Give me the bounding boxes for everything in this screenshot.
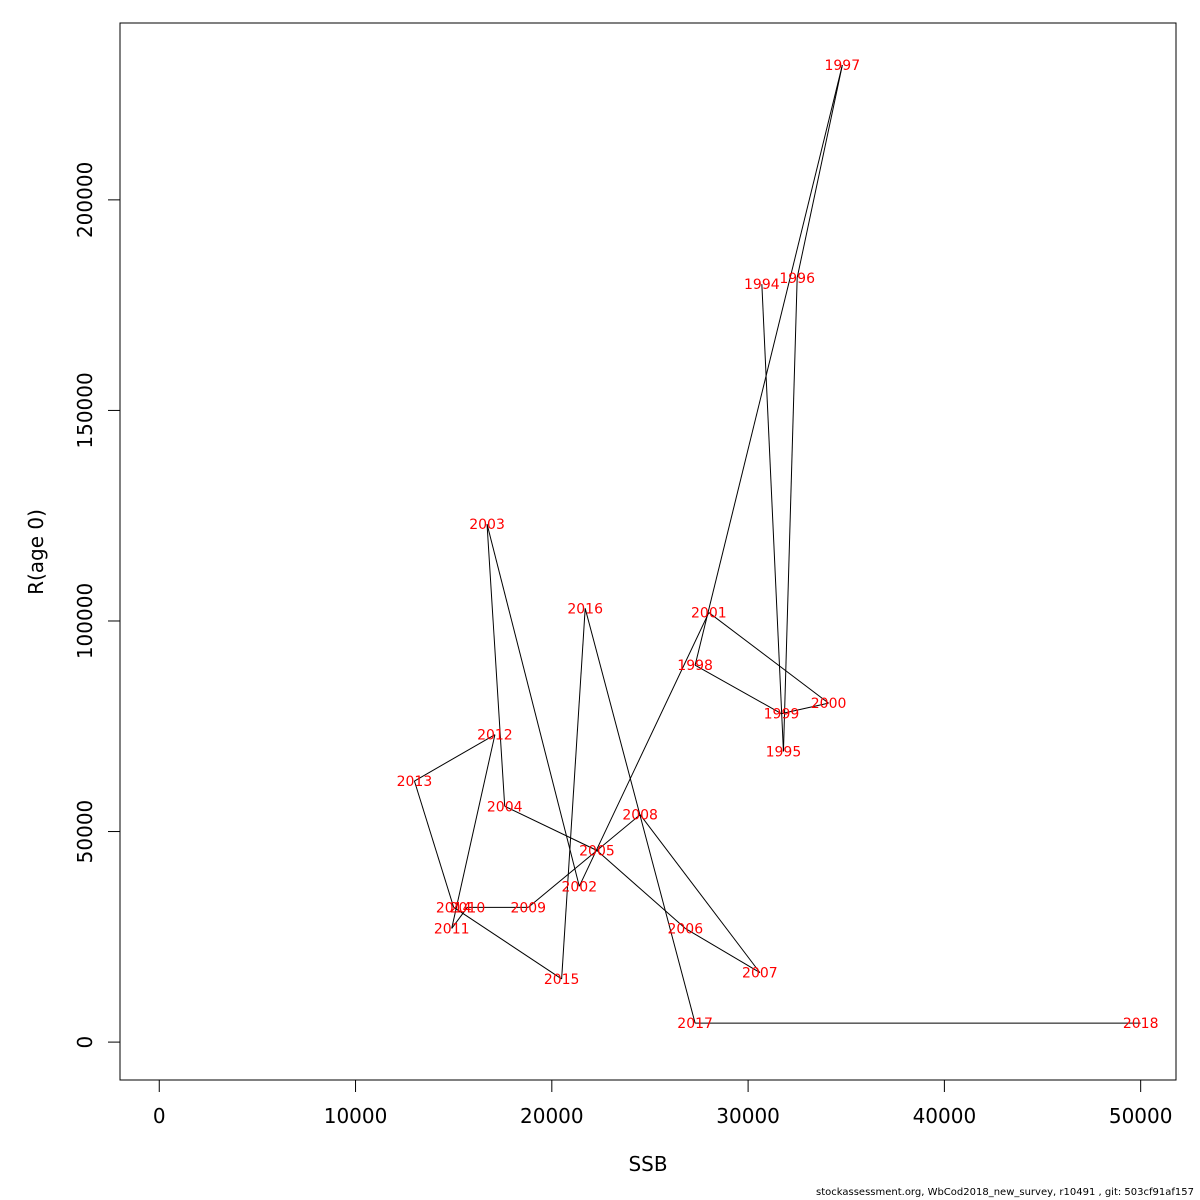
y-axis: 0 50000 100000 150000 200000: [73, 162, 121, 1049]
plot-frame: [119, 22, 1177, 1081]
point-label-2002: 2002: [561, 879, 597, 895]
y-tick-label-50000: 50000: [73, 800, 97, 864]
x-tick-label-50000: 50000: [1109, 1104, 1173, 1128]
point-label-1994: 1994: [744, 277, 780, 293]
y-tick-label-200000: 200000: [73, 162, 97, 238]
point-label-1997: 1997: [824, 58, 860, 74]
y-tick-label-0: 0: [73, 1036, 97, 1049]
segment-1995-1996: [782, 277, 798, 752]
point-label-1996: 1996: [779, 271, 815, 287]
segment-2015-2016: [561, 608, 586, 979]
point-label-2014: 2014: [436, 900, 472, 916]
point-label-1999: 1999: [764, 707, 800, 723]
point-label-2000: 2000: [811, 696, 847, 712]
x-axis-title: SSB: [628, 1152, 667, 1176]
x-tick-label-40000: 40000: [913, 1104, 977, 1128]
year-labels: 1994 1995 1996 1997 1998 1999 2000 2001 2002 2003…: [397, 58, 1159, 1032]
y-tick-label-150000: 150000: [73, 372, 97, 448]
point-label-2017: 2017: [677, 1016, 713, 1032]
point-label-2013: 2013: [397, 774, 433, 790]
segment-2014-2015: [453, 906, 562, 980]
segment-1996-1997: [796, 65, 843, 278]
segment-2003-2004: [486, 524, 506, 807]
point-label-2011: 2011: [434, 921, 470, 937]
point-label-2007: 2007: [742, 966, 778, 982]
segment-1999-2000: [781, 702, 829, 715]
point-label-1995: 1995: [766, 745, 802, 761]
point-label-2010: 2010: [450, 900, 486, 916]
point-label-2015: 2015: [544, 972, 580, 988]
x-axis: 0 10000 20000 30000 40000 50000: [153, 1079, 1173, 1128]
point-label-2009: 2009: [510, 900, 546, 916]
point-label-1998: 1998: [677, 658, 713, 674]
x-tick-label-10000: 10000: [324, 1104, 388, 1128]
point-label-2001: 2001: [691, 606, 727, 622]
segment-1998-1999: [694, 664, 782, 715]
segment-2004-2005: [504, 805, 598, 851]
segment-1994-1995: [761, 284, 784, 752]
segment-2001-2002: [578, 612, 710, 887]
segment-2010-2011: [451, 907, 468, 929]
x-tick-label-0: 0: [153, 1104, 166, 1128]
point-label-2008: 2008: [622, 808, 658, 824]
segment-2005-2006: [596, 850, 686, 929]
x-tick-label-20000: 20000: [520, 1104, 584, 1128]
segment-2006-2007: [685, 927, 761, 974]
trajectory-lines: [413, 64, 1141, 1024]
point-label-2016: 2016: [567, 601, 603, 617]
segment-2008-2009: [527, 814, 641, 908]
footer-caption: stockassessment.org, WbCod2018_new_surve…: [816, 1187, 1194, 1198]
x-tick-label-30000: 30000: [716, 1104, 780, 1128]
y-axis-title: R(age 0): [24, 509, 48, 595]
segment-2007-2008: [639, 814, 761, 973]
segment-2002-2003: [486, 524, 580, 887]
segment-2012-2013: [414, 734, 496, 782]
segment-2011-2012: [451, 734, 496, 929]
segment-2000-2001: [708, 612, 829, 704]
point-label-2003: 2003: [469, 517, 505, 533]
point-label-2018: 2018: [1123, 1016, 1159, 1032]
segment-1997-1998: [694, 64, 843, 666]
point-label-2012: 2012: [477, 728, 513, 744]
point-label-2004: 2004: [487, 799, 523, 815]
segment-2013-2014: [413, 780, 455, 908]
point-label-2005: 2005: [579, 843, 615, 859]
point-label-2006: 2006: [667, 921, 703, 937]
y-tick-label-100000: 100000: [73, 583, 97, 659]
segment-2016-2017: [584, 608, 696, 1024]
